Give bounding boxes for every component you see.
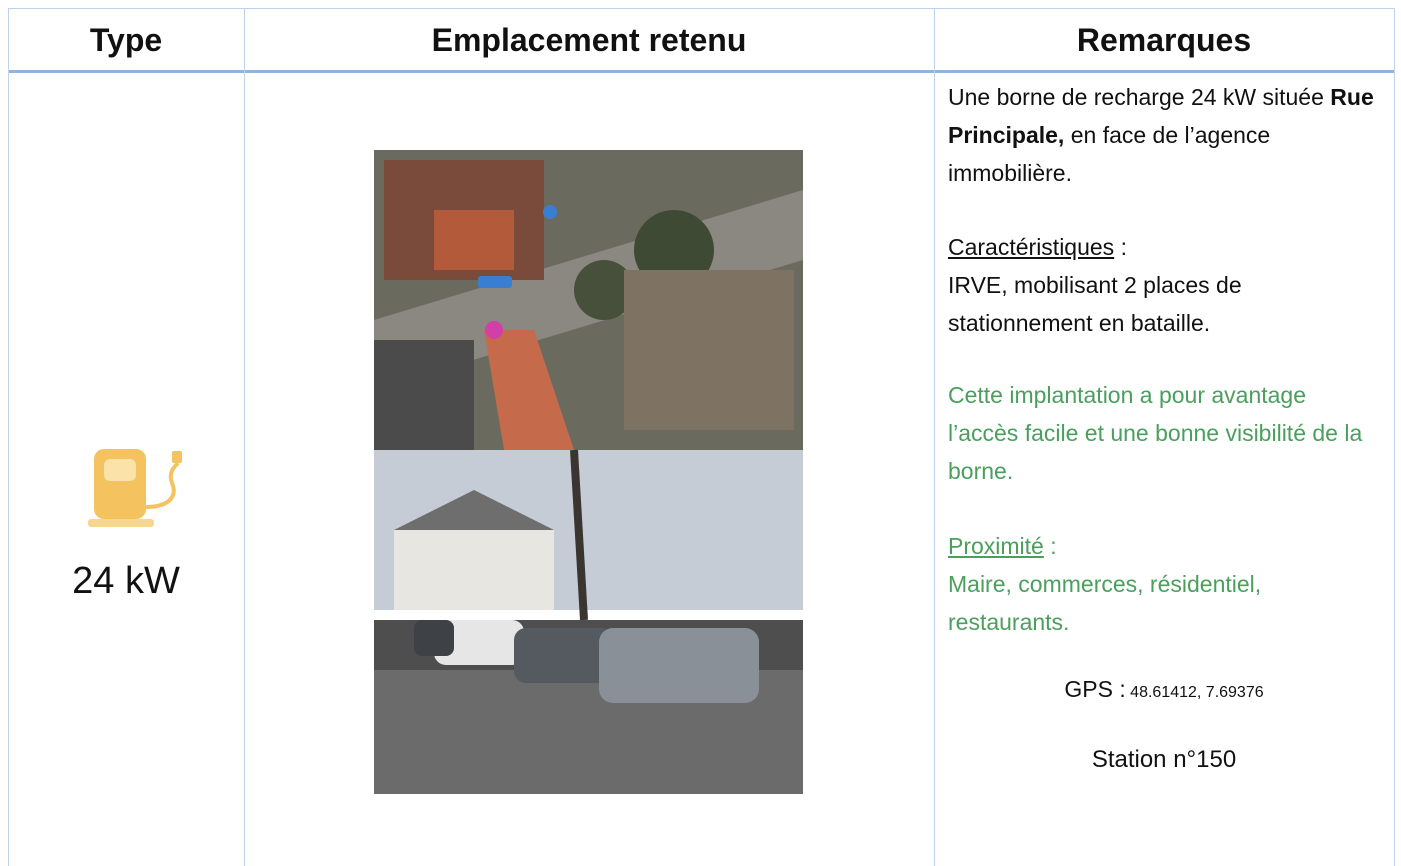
text: IRVE, mobilisant 2 places de stationneme…	[948, 272, 1242, 336]
label: Caractéristiques	[948, 234, 1115, 260]
label: GPS :	[1064, 676, 1126, 702]
table-border	[1394, 8, 1395, 866]
table-border	[8, 8, 9, 866]
coordinates: 48.61412, 7.69376	[1125, 684, 1264, 701]
description: Une borne de recharge 24 kW située Rue P…	[948, 78, 1378, 192]
charger-icon	[88, 449, 182, 527]
characteristics: Caractéristiques : IRVE, mobilisant 2 pla…	[948, 228, 1378, 342]
header-remarks: Remarques	[1076, 21, 1252, 58]
power-label: 24 kW	[72, 560, 180, 602]
table-border	[934, 8, 935, 866]
location-photos	[374, 150, 803, 794]
header-location: Emplacement retenu	[431, 21, 747, 58]
separator: :	[1114, 234, 1127, 260]
station: Station n°150	[1091, 746, 1237, 773]
header-separator	[8, 70, 1395, 73]
header-type: Type	[89, 21, 163, 58]
text: en face de l’agence immobilière.	[948, 122, 1271, 186]
text: Maire, commerces, résidentiel, restauran…	[948, 571, 1262, 635]
table-border	[8, 8, 1395, 9]
table-border	[244, 8, 245, 866]
gps: GPS : 48.61412, 7.69376	[934, 676, 1394, 703]
label: Proximité	[948, 533, 1044, 559]
separator: :	[1043, 533, 1057, 559]
street: Rue Principale,	[948, 84, 1374, 148]
proximity: Proximité : Maire, commerces, résidentiel…	[948, 527, 1378, 641]
text: Une borne de recharge 24 kW située	[948, 84, 1331, 110]
advantage: Cette implantation a pour avantage l’acc…	[948, 382, 1363, 484]
